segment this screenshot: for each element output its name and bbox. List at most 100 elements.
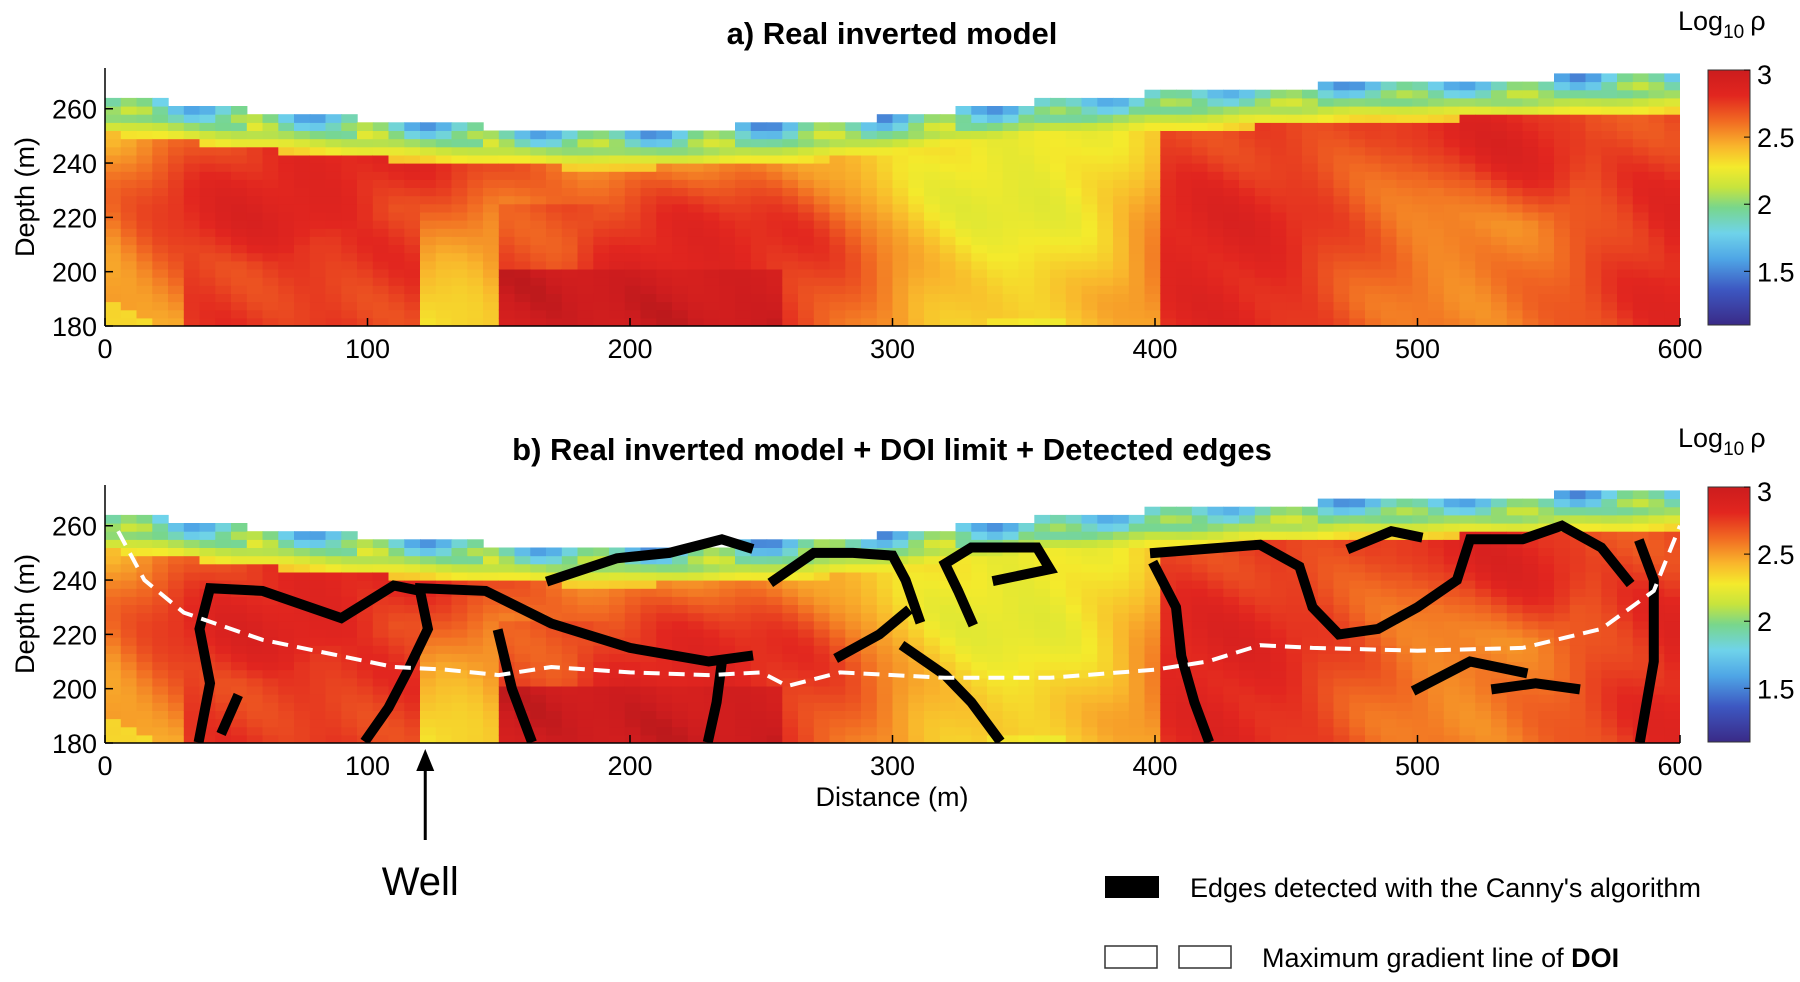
heatmap-cell — [325, 661, 342, 671]
heatmap-cell — [1506, 309, 1524, 319]
heatmap-cell — [183, 653, 201, 663]
heatmap-cell — [451, 604, 468, 614]
heatmap-cell — [845, 710, 862, 720]
heatmap-cell — [908, 580, 925, 589]
heatmap-cell — [120, 130, 138, 140]
heatmap-cell — [357, 718, 374, 728]
heatmap-cell — [1065, 269, 1083, 278]
heatmap-cell — [1491, 244, 1508, 254]
heatmap-cell — [1317, 571, 1335, 581]
heatmap-cell — [451, 710, 468, 720]
heatmap-cell — [231, 187, 248, 197]
heatmap-cell — [1302, 236, 1319, 246]
heatmap-cell — [1176, 628, 1193, 638]
heatmap-cell — [294, 122, 311, 131]
heatmap-cell — [577, 702, 594, 711]
heatmap-cell — [750, 702, 768, 711]
heatmap-cell — [561, 179, 579, 188]
heatmap-cell — [183, 547, 201, 557]
heatmap-cell — [1144, 523, 1161, 532]
heatmap-cell — [325, 694, 342, 703]
heatmap-cell — [1065, 277, 1083, 286]
heatmap-cell — [955, 203, 972, 213]
heatmap-cell — [1081, 293, 1098, 303]
heatmap-cell — [546, 718, 563, 728]
heatmap-cell — [514, 130, 531, 140]
heatmap-cell — [246, 236, 264, 246]
heatmap-cell — [1428, 146, 1445, 156]
heatmap-cell — [1459, 89, 1476, 99]
heatmap-cell — [262, 734, 279, 743]
heatmap-cell — [136, 628, 153, 638]
heatmap-cell — [325, 203, 342, 213]
heatmap-cell — [1428, 718, 1445, 728]
heatmap-cell — [955, 645, 972, 654]
heatmap-cell — [955, 260, 972, 270]
heatmap-cell — [1018, 669, 1035, 679]
heatmap-cell — [939, 154, 957, 164]
heatmap-cell — [1286, 620, 1303, 630]
heatmap-cell — [1034, 718, 1051, 728]
heatmap-cell — [294, 612, 311, 622]
heatmap-cell — [1349, 661, 1366, 671]
heatmap-cell — [892, 677, 909, 687]
heatmap-cell — [971, 317, 988, 326]
heatmap-cell — [1302, 718, 1319, 728]
heatmap-cell — [1160, 285, 1177, 294]
heatmap-cell — [876, 122, 894, 131]
heatmap-cell — [294, 301, 311, 311]
heatmap-cell — [1223, 138, 1240, 148]
heatmap-cell — [1081, 555, 1098, 565]
heatmap-cell — [1128, 195, 1146, 205]
heatmap-cell — [530, 301, 547, 311]
heatmap-cell — [278, 146, 295, 156]
heatmap-cell — [1113, 620, 1130, 630]
heatmap-cell — [325, 580, 342, 589]
heatmap-cell — [561, 301, 579, 311]
heatmap-cell — [1050, 114, 1067, 123]
heatmap-cell — [1412, 523, 1429, 532]
heatmap-cell — [1113, 531, 1130, 540]
heatmap-cell — [1617, 269, 1634, 278]
heatmap-cell — [136, 718, 153, 728]
heatmap-cell — [971, 653, 988, 663]
heatmap-cell — [656, 203, 673, 213]
heatmap-cell — [845, 122, 862, 131]
heatmap-cell — [1128, 645, 1146, 654]
heatmap-cell — [199, 244, 216, 254]
heatmap-cell — [987, 106, 1004, 115]
heatmap-cell — [1239, 669, 1256, 679]
heatmap-cell — [955, 653, 972, 663]
heatmap-cell — [939, 228, 957, 237]
heatmap-cell — [908, 702, 925, 711]
heatmap-cell — [1554, 106, 1571, 115]
heatmap-cell — [829, 269, 846, 278]
heatmap-cell — [1160, 146, 1177, 156]
heatmap-cell — [372, 211, 390, 221]
heatmap-cell — [294, 547, 311, 557]
heatmap-cell — [1144, 277, 1161, 286]
heatmap-cell — [1002, 580, 1020, 589]
heatmap-cell — [1097, 220, 1114, 229]
heatmap-cell — [955, 130, 972, 140]
heatmap-cell — [262, 301, 279, 311]
heatmap-cell — [357, 301, 374, 311]
heatmap-cell — [672, 260, 689, 270]
heatmap-cell — [609, 571, 626, 581]
heatmap-cell — [152, 195, 169, 205]
heatmap-cell — [1459, 179, 1476, 188]
heatmap-cell — [845, 555, 862, 565]
heatmap-cell — [719, 154, 736, 164]
heatmap-cell — [1239, 604, 1256, 614]
heatmap-cell — [1522, 89, 1539, 99]
heatmap-cell — [939, 726, 957, 736]
heatmap-cell — [1050, 547, 1067, 557]
heatmap-cell — [656, 628, 673, 638]
heatmap-cell — [1239, 309, 1256, 319]
heatmap-cell — [1018, 228, 1035, 237]
heatmap-cell — [246, 645, 264, 654]
heatmap-cell — [1302, 122, 1319, 131]
heatmap-cell — [152, 293, 169, 303]
heatmap-cell — [152, 211, 169, 221]
heatmap-cell — [656, 620, 673, 630]
